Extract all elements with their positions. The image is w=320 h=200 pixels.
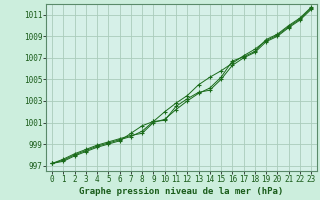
X-axis label: Graphe pression niveau de la mer (hPa): Graphe pression niveau de la mer (hPa) [79,187,284,196]
